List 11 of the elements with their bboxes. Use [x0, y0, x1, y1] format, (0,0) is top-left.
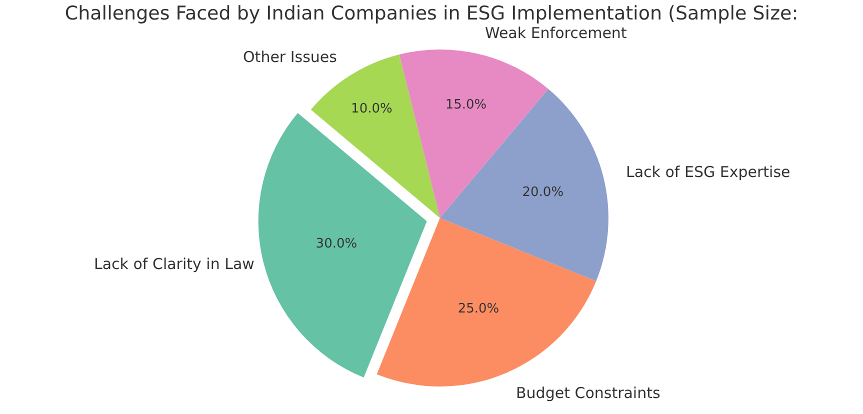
data-label: 15.0%: [445, 98, 487, 113]
data-label: 30.0%: [316, 236, 358, 252]
slice-label: Other Issues: [243, 48, 338, 66]
data-label: 20.0%: [522, 184, 564, 200]
slice-label: Weak Enforcement: [485, 24, 627, 42]
slice-label: Lack of Clarity in Law: [94, 255, 254, 273]
data-label: 25.0%: [458, 301, 500, 316]
chart-title: Challenges Faced by Indian Companies in ESG Implementation (Sample Size:: [64, 2, 798, 25]
data-label: 10.0%: [351, 101, 392, 116]
slice-label: Budget Constraints: [516, 384, 660, 402]
slice-label: Lack of ESG Expertise: [626, 163, 790, 181]
